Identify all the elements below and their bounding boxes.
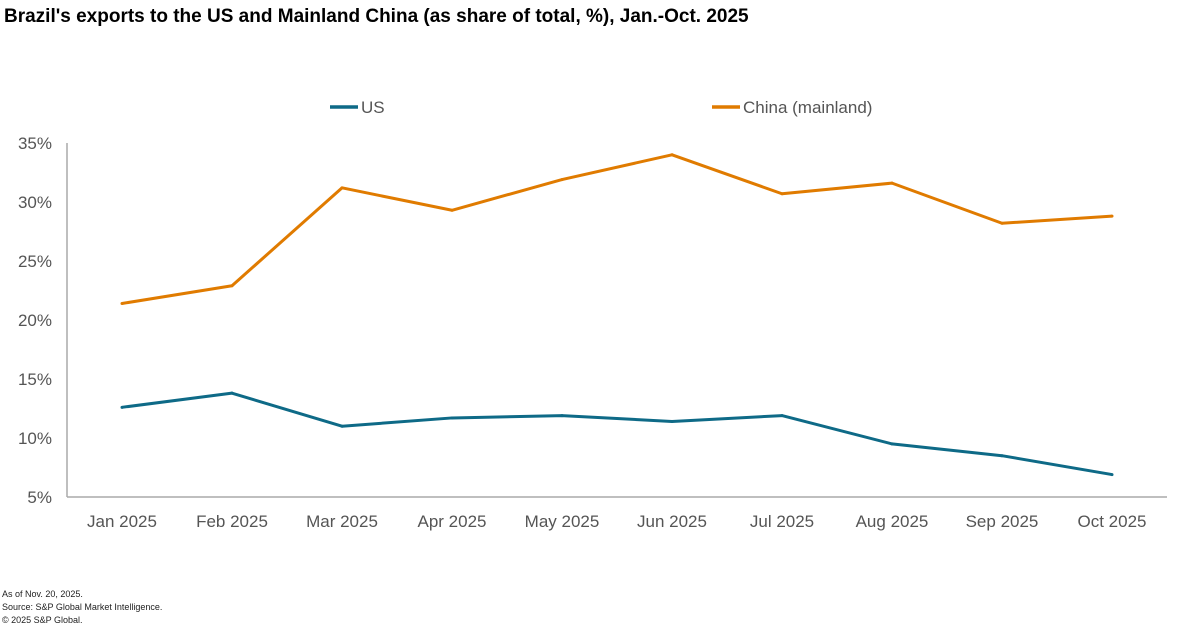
x-tick-label: Aug 2025: [856, 512, 929, 531]
x-tick-label: Jun 2025: [637, 512, 707, 531]
data-point-1-2: [340, 186, 344, 190]
legend-label-0: US: [361, 98, 385, 117]
data-point-0-2: [340, 424, 344, 428]
y-tick-label: 10%: [18, 429, 52, 448]
chart-title: Brazil's exports to the US and Mainland …: [4, 6, 749, 27]
data-point-0-6: [780, 414, 784, 418]
y-tick-label: 20%: [18, 311, 52, 330]
x-tick-label: Feb 2025: [196, 512, 268, 531]
x-tick-label: Apr 2025: [418, 512, 487, 531]
data-point-1-0: [120, 301, 124, 305]
y-tick-label: 30%: [18, 193, 52, 212]
data-point-0-3: [450, 416, 454, 420]
data-point-0-5: [670, 419, 674, 423]
data-point-0-9: [1110, 473, 1114, 477]
x-tick-label: Sep 2025: [966, 512, 1039, 531]
data-point-0-7: [890, 442, 894, 446]
data-point-0-8: [1000, 454, 1004, 458]
legend-label-1: China (mainland): [743, 98, 872, 117]
y-tick-label: 5%: [27, 488, 52, 507]
y-tick-label: 25%: [18, 252, 52, 271]
x-tick-label: May 2025: [525, 512, 600, 531]
data-point-1-3: [450, 208, 454, 212]
x-tick-label: Oct 2025: [1078, 512, 1147, 531]
data-point-1-9: [1110, 214, 1114, 218]
data-point-1-7: [890, 181, 894, 185]
data-point-0-1: [230, 391, 234, 395]
series-line-0: [121, 391, 1113, 477]
footnote-source: Source: S&P Global Market Intelligence.: [2, 602, 163, 612]
x-tick-label: Jan 2025: [87, 512, 157, 531]
data-point-1-5: [670, 153, 674, 157]
y-tick-label: 35%: [18, 134, 52, 153]
data-point-1-8: [1000, 221, 1004, 225]
data-point-0-4: [560, 414, 564, 418]
x-tick-label: Mar 2025: [306, 512, 378, 531]
data-point-0-0: [120, 405, 124, 409]
footnote-date: As of Nov. 20, 2025.: [2, 589, 83, 599]
series-line-1: [121, 153, 1113, 305]
x-tick-label: Jul 2025: [750, 512, 814, 531]
data-point-1-6: [780, 192, 784, 196]
y-tick-label: 15%: [18, 370, 52, 389]
data-point-1-1: [230, 284, 234, 288]
footnote-copyright: © 2025 S&P Global.: [2, 615, 83, 625]
data-point-1-4: [560, 178, 564, 182]
